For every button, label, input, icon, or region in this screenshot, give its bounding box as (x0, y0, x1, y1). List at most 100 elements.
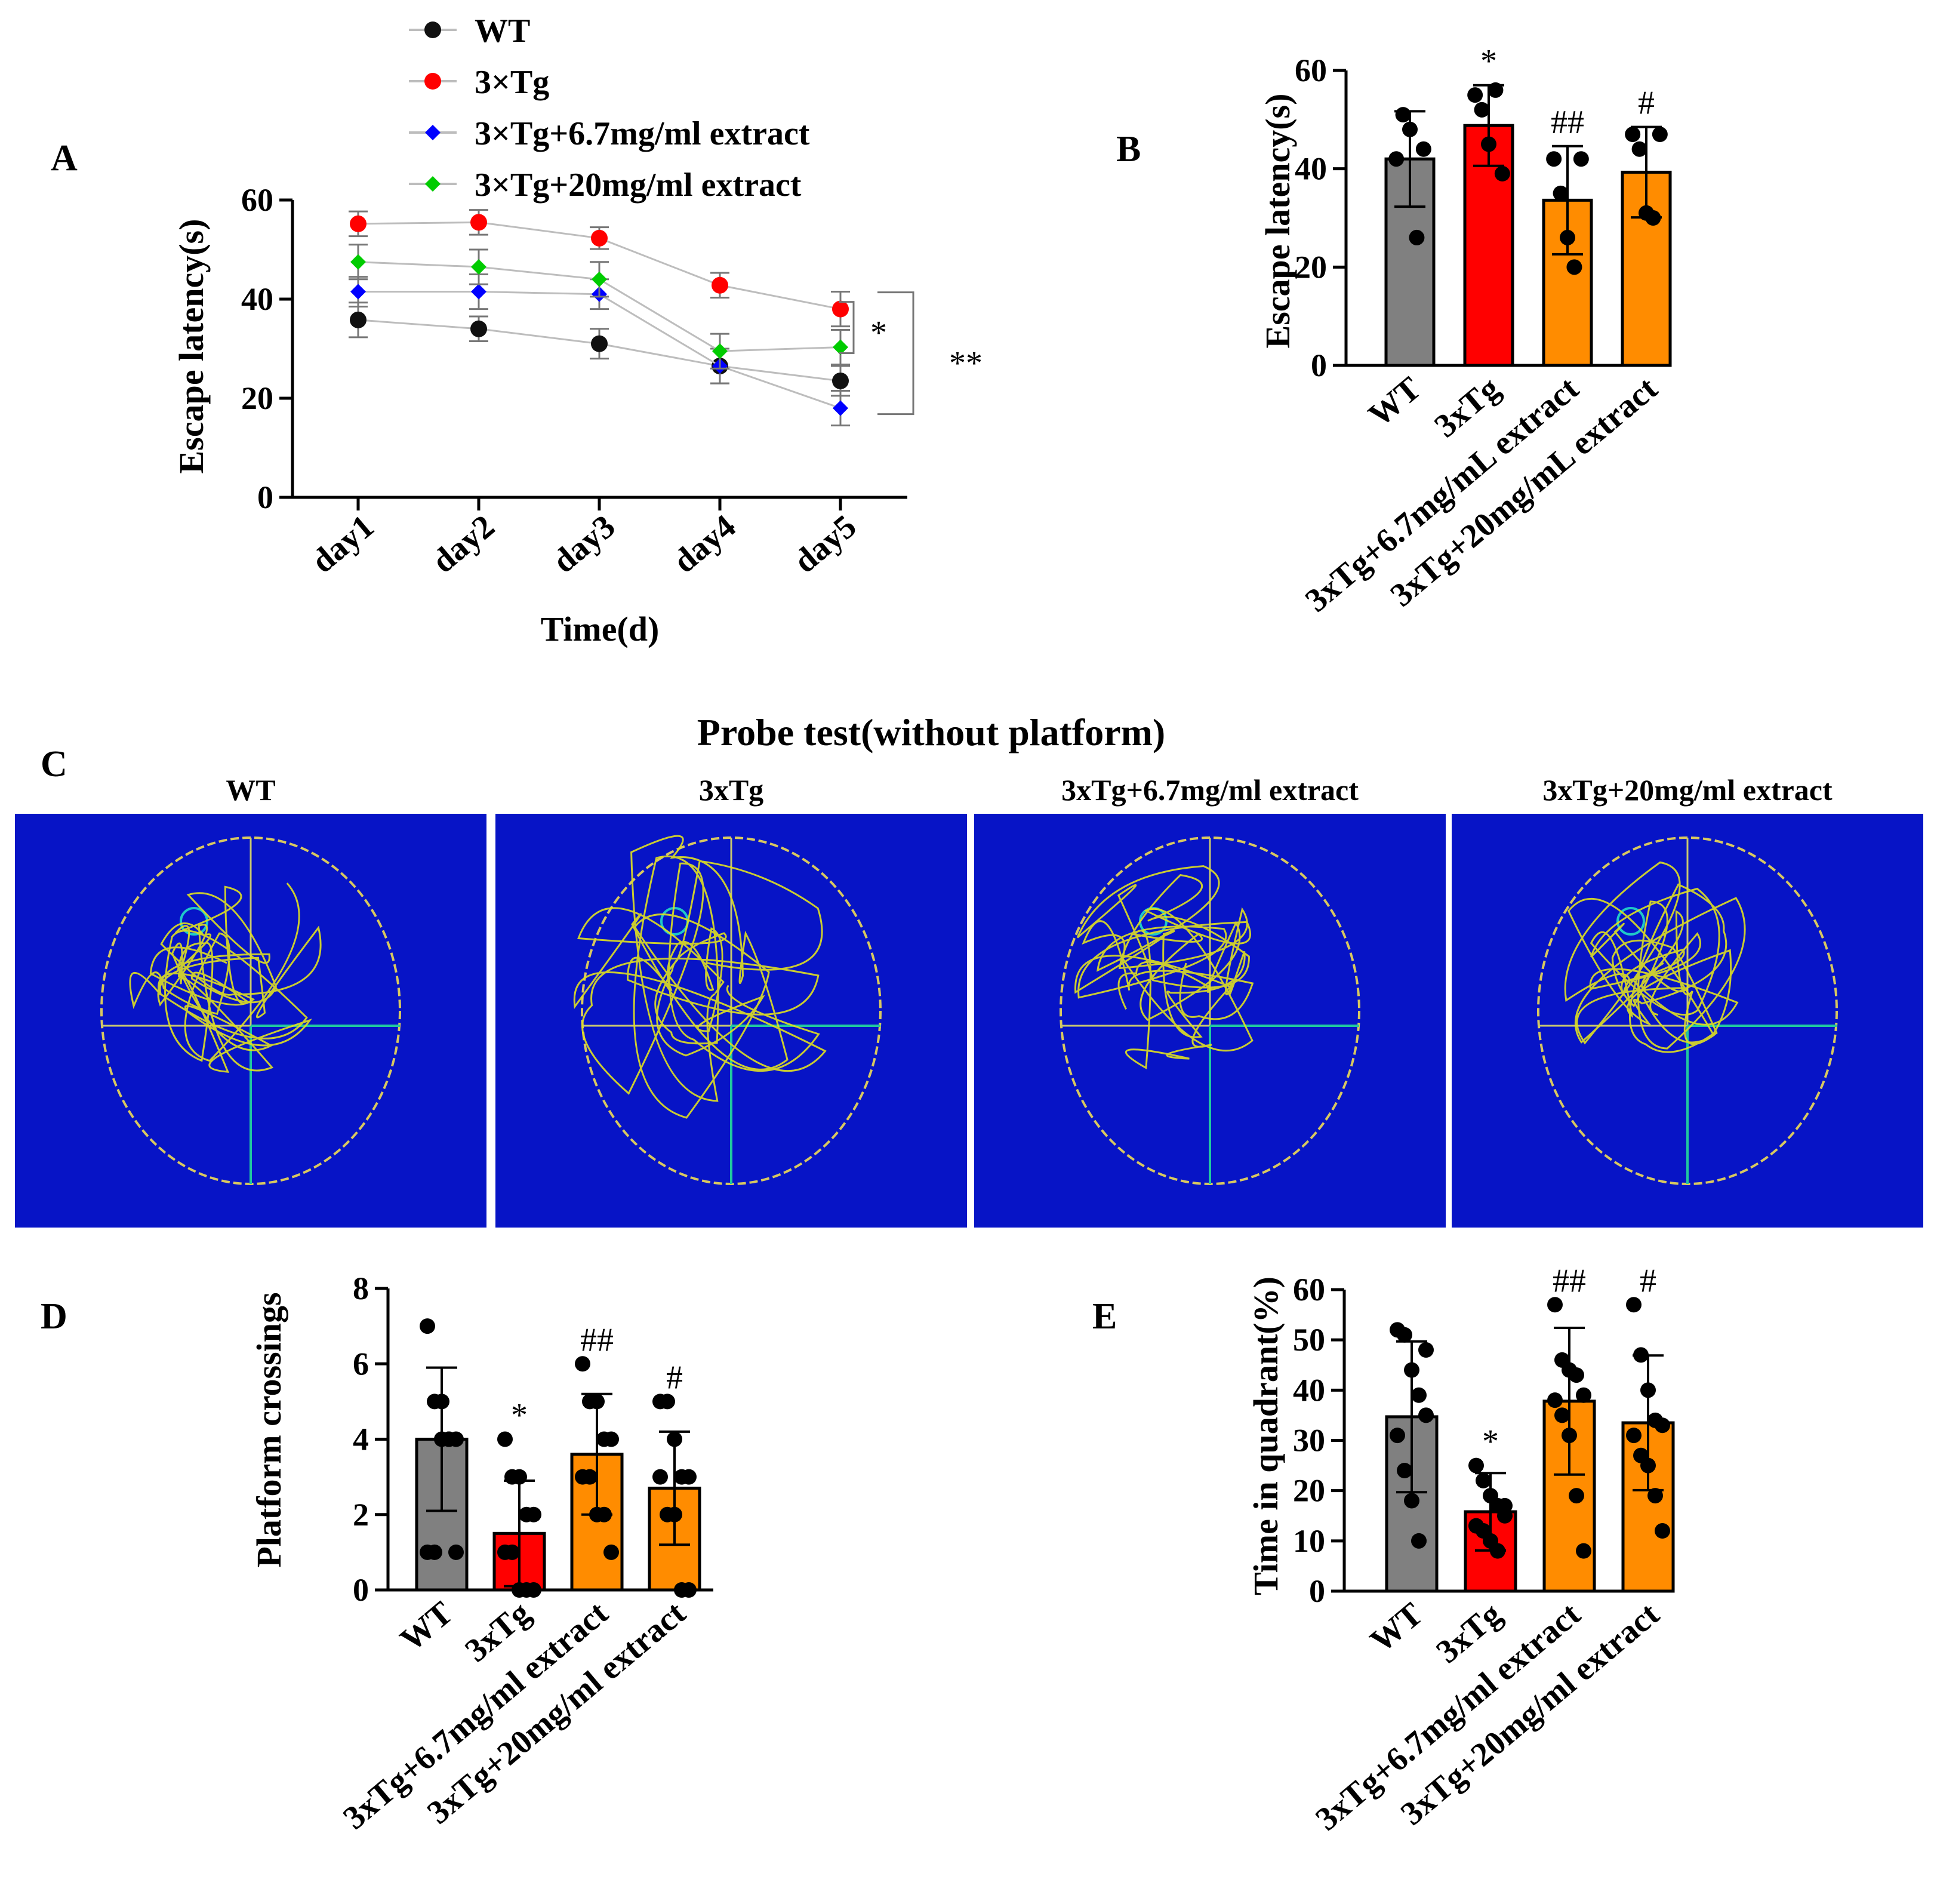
significance-label: # (666, 1359, 683, 1396)
data-point (471, 259, 486, 275)
significance-brackets: *** (839, 291, 983, 416)
y-axis-label: Time in quadrant(%) (1246, 1276, 1285, 1595)
y-axis-label: Escape latency(s) (172, 219, 211, 474)
maze-panel: 3xTg (495, 773, 967, 1228)
bar-group: * (1463, 43, 1514, 367)
y-tick-label: 0 (1309, 1573, 1325, 1609)
data-point (712, 276, 728, 294)
y-axis-label: Platform crossings (250, 1292, 288, 1567)
data-point (1547, 1297, 1563, 1313)
data-point (497, 1431, 513, 1447)
x-tick-label: day5 (787, 507, 863, 580)
legend-label: WT (475, 13, 530, 50)
data-point (1547, 1392, 1563, 1408)
y-tick-label: 0 (353, 1572, 369, 1608)
x-category-label: WT (1362, 370, 1428, 434)
y-tick-label: 10 (1293, 1523, 1325, 1559)
bracket-single (839, 301, 855, 355)
x-tick-label: day1 (304, 507, 381, 580)
data-point (1576, 1387, 1591, 1403)
data-point (575, 1356, 590, 1372)
y-tick-label: 0 (257, 479, 273, 515)
bar-group: ## (1542, 104, 1593, 367)
series-tg20 (349, 244, 850, 370)
legend-marker (424, 21, 441, 38)
significance-label: ## (1551, 104, 1584, 141)
x-tick-label: day3 (546, 507, 622, 580)
maze-panels: WT 3xTg 3xTg+6.7mg/ml extract 3xTg+20mg/ml … (15, 773, 1923, 1228)
bar-group (1385, 1322, 1439, 1593)
maze-title: 3xTg (699, 773, 763, 807)
data-point (448, 1544, 464, 1560)
legend-marker (425, 125, 441, 140)
platform-location (1616, 907, 1645, 936)
y-axis-label: Escape latency(s) (1258, 94, 1297, 349)
y-tick-label: 2 (353, 1497, 369, 1533)
bar-group (415, 1318, 469, 1592)
maze-title: WT (226, 773, 275, 807)
swim-path (1564, 861, 1746, 1053)
data-point (471, 284, 486, 300)
panel-letter-c: C (41, 744, 67, 785)
data-point (1404, 1493, 1419, 1509)
data-point (681, 1469, 697, 1485)
x-axis-label: Time(d) (541, 610, 660, 648)
data-point (712, 343, 728, 359)
data-point (1411, 1387, 1427, 1403)
data-point (350, 215, 367, 232)
significance-label: * (1482, 1423, 1499, 1460)
bar-group: ## (570, 1321, 624, 1592)
panel-letter-a: A (51, 138, 78, 179)
panel-letter-e: E (1092, 1296, 1117, 1337)
maze-panel: WT (15, 773, 486, 1228)
maze-title: 3xTg+20mg/ml extract (1542, 773, 1833, 807)
data-point (1390, 1428, 1405, 1444)
y-tick-label: 0 (1311, 347, 1327, 383)
data-point (1415, 141, 1431, 157)
legend-marker (424, 73, 441, 90)
data-point (832, 300, 849, 318)
legend-item: 3×Tg (409, 64, 549, 101)
x-category-label: WT (1363, 1595, 1430, 1660)
significance-label: * (1480, 43, 1497, 80)
axes: 0 20 40 60 day1 day2 day3 day4 day5 (241, 182, 907, 580)
data-point (441, 1431, 457, 1447)
data-point (526, 1506, 541, 1522)
data-point (1573, 151, 1589, 167)
series-group (349, 209, 850, 427)
data-point (660, 1394, 675, 1410)
data-point (833, 400, 848, 416)
data-point (526, 1582, 541, 1598)
data-point (1397, 1327, 1412, 1343)
data-point (1497, 1497, 1513, 1514)
y-tick-label: 20 (241, 380, 273, 416)
data-point (1553, 185, 1569, 201)
maze-panel: 3xTg+20mg/ml extract (1452, 773, 1923, 1228)
legend: WT 3×Tg 3×Tg+6.7mg/ml extract 3×Tg+20mg/ml … (409, 13, 810, 204)
data-point (591, 229, 608, 247)
bar-group: # (1621, 1262, 1675, 1593)
swim-path (129, 882, 322, 1073)
x-category-label: WT (393, 1594, 460, 1659)
data-point (350, 284, 366, 300)
y-tick-label: 60 (241, 182, 273, 218)
significance-label: # (1638, 85, 1655, 122)
data-point (427, 1544, 442, 1560)
legend-label: 3×Tg+6.7mg/ml extract (475, 115, 810, 152)
data-point (350, 254, 366, 270)
data-point (1569, 1488, 1584, 1504)
panel-letter-b: B (1116, 129, 1141, 170)
data-point (1576, 1543, 1591, 1559)
significance-label: ## (580, 1321, 614, 1358)
data-point (1647, 1488, 1663, 1504)
data-point (1655, 1523, 1670, 1539)
y-tick-label: 50 (1293, 1322, 1325, 1358)
significance-label: ## (1553, 1262, 1586, 1299)
legend-item: WT (409, 13, 530, 50)
swim-path (1074, 865, 1254, 1070)
data-point (1566, 259, 1582, 275)
data-point (1494, 165, 1510, 182)
y-tick-label: 40 (1293, 1372, 1325, 1408)
